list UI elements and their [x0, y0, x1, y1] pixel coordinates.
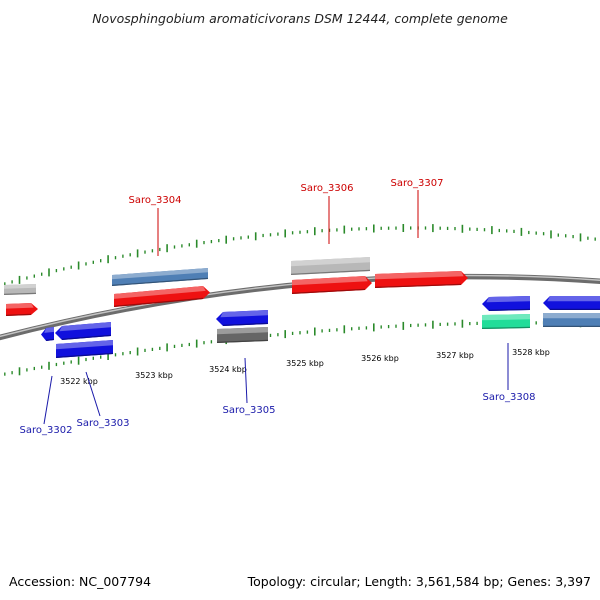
gene-label-leaders [43, 190, 509, 425]
scale-tick-labels: 3522 kbp 3523 kbp 3524 kbp 3525 kbp 3526… [60, 348, 550, 386]
gene-grey-3306-shadow [290, 269, 371, 275]
gene-red-3306-shadow [291, 288, 366, 294]
gene-blue-right-highlight [547, 296, 600, 302]
gene-grey-3306[interactable] [290, 257, 371, 275]
gene-blue-3305-highlight [220, 310, 268, 318]
gene-blue-3303b-shadow [55, 352, 114, 358]
leader-saro-3305 [244, 357, 248, 404]
map-title: Novosphingobium aromaticivorans DSM 1244… [92, 11, 508, 26]
gene-blue-3305-shadow [222, 322, 269, 326]
gene-steel-right-highlight [543, 313, 600, 319]
gene-teal-3308-shadow [481, 326, 531, 329]
gene-label-saro-3302[interactable]: Saro_3302 [20, 425, 73, 436]
tick-label-3525: 3525 kbp [286, 359, 324, 368]
gene-label-saro-3305[interactable]: Saro_3305 [223, 405, 276, 416]
gene-blue-3308-highlight [486, 296, 530, 303]
gene-blue-3308-shadow [488, 308, 531, 311]
gene-red-left[interactable] [5, 303, 38, 316]
gene-grey-left-highlight [4, 284, 36, 289]
gene-teal-3308-highlight [482, 314, 530, 321]
gene-red-3304[interactable] [113, 286, 210, 307]
gene-blue-3308[interactable] [482, 296, 531, 311]
gene-red-3304-shadow [113, 297, 204, 307]
gene-label-saro-3308[interactable]: Saro_3308 [483, 392, 536, 403]
tick-label-3523: 3523 kbp [135, 371, 173, 380]
tick-label-3522: 3522 kbp [60, 377, 98, 386]
gene-red-left-shadow [5, 313, 32, 316]
gene-features [3, 257, 600, 358]
gene-steel-3304-highlight [112, 268, 208, 280]
gene-blue-3303[interactable] [55, 322, 112, 340]
gene-blue-3303-highlight [59, 322, 111, 332]
gene-steel-3304[interactable] [111, 268, 209, 286]
gene-dark-3305-shadow [216, 339, 269, 343]
gene-grey-left[interactable] [3, 284, 37, 295]
gene-red-3306-highlight [292, 276, 368, 286]
gene-blue-3305[interactable] [216, 310, 269, 326]
gene-blue-3303-shadow [61, 334, 112, 340]
gene-teal-3308[interactable] [481, 314, 531, 329]
gene-blue-3302-shadow [46, 338, 55, 341]
gene-red-3307-shadow [374, 283, 462, 288]
gene-red-3307-highlight [375, 271, 464, 280]
leader-saro-3303 [85, 371, 101, 417]
tick-label-3528: 3528 kbp [512, 348, 550, 357]
gene-blue-right[interactable] [543, 296, 600, 310]
tick-label-3527: 3527 kbp [436, 351, 474, 360]
gene-label-saro-3303[interactable]: Saro_3303 [77, 418, 130, 429]
gene-blue-3303b[interactable] [55, 340, 114, 358]
gene-steel-right[interactable] [543, 313, 600, 327]
gene-label-saro-3306[interactable]: Saro_3306 [301, 183, 354, 194]
tick-label-3524: 3524 kbp [209, 365, 247, 374]
tick-label-3526: 3526 kbp [361, 354, 399, 363]
gene-red-3307[interactable] [374, 271, 468, 288]
gene-grey-3306-highlight [291, 257, 370, 267]
gene-grey-left-shadow [3, 292, 37, 295]
accession-text: Accession: NC_007794 [9, 574, 151, 589]
gene-labels: Saro_3304 Saro_3306 Saro_3307 Saro_3302 … [20, 178, 536, 436]
topology-text: Topology: circular; Length: 3,561,584 bp… [247, 574, 591, 589]
gene-red-left-highlight [6, 303, 34, 309]
gene-steel-3304-shadow [111, 277, 209, 286]
leader-saro-3302 [43, 375, 53, 425]
gene-label-saro-3307[interactable]: Saro_3307 [391, 178, 444, 189]
gene-blue-3302-highlight [44, 327, 54, 333]
gene-dark-3305-highlight [217, 327, 268, 335]
gene-label-saro-3304[interactable]: Saro_3304 [129, 195, 182, 206]
gene-blue-3302[interactable] [41, 327, 55, 341]
gene-blue-3303b-highlight [56, 340, 113, 350]
gene-red-3306[interactable] [291, 276, 372, 294]
gene-red-3304-highlight [114, 286, 206, 299]
gene-dark-3305[interactable] [216, 327, 269, 343]
